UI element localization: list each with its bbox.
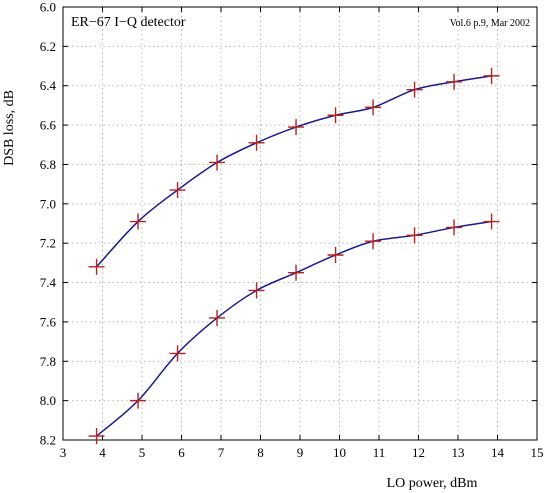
x-tick-label: 10 [333,445,346,460]
x-tick-label: 4 [99,445,106,460]
x-tick-label: 5 [139,445,146,460]
y-tick-label: 8.0 [40,393,56,408]
data-point [209,154,226,171]
y-tick-label: 6.2 [40,39,56,54]
x-axis-label: LO power, dBm [387,476,478,491]
data-point [406,227,423,244]
data-point [209,309,226,326]
x-tick-label: 15 [531,445,544,460]
data-point [169,182,186,199]
data-point [327,246,344,263]
data-point [130,213,147,230]
data-point [446,73,463,90]
data-point [365,99,382,116]
y-tick-label: 6.4 [40,78,57,93]
chart-note: Vol.6 p.9, Mar 2002 [450,18,530,29]
grid [63,7,537,440]
y-tick-label: 7.2 [40,236,56,251]
x-tick-label: 12 [412,445,425,460]
data-point [483,213,500,230]
data-point [446,219,463,236]
y-tick-label: 7.6 [40,314,57,329]
data-point [288,264,305,281]
y-tick-label: 6.6 [40,118,57,133]
y-tick-label: 7.8 [40,354,56,369]
series-2 [88,213,500,445]
series-line [96,75,492,268]
x-tick-label: 9 [297,445,304,460]
chart-title: ER−67 I−Q detector [71,15,186,30]
series-line [96,220,492,437]
data-point [483,67,500,84]
data-point [327,107,344,124]
x-tick-label: 13 [452,445,465,460]
x-tick-label: 3 [60,445,67,460]
series-layer [88,67,500,445]
y-axis-label: DSB loss, dB [2,90,17,166]
x-tick-label: 11 [373,445,386,460]
x-tick-label: 7 [218,445,225,460]
y-tick-label: 7.0 [40,196,56,211]
data-point [169,345,186,362]
x-tick-label: 8 [257,445,264,460]
x-tick-label: 6 [178,445,185,460]
data-point [130,392,147,409]
y-tick-label: 6.8 [40,157,56,172]
data-point [365,233,382,250]
data-point [406,81,423,98]
data-point [88,428,105,445]
data-point [288,119,305,136]
ticks: 3 4 5 6 7 8 9 10 11 12 13 14 15 6.0 6.2 6.4 6.6 6.8 7.0 7.2… [40,0,544,460]
x-tick-label: 14 [491,445,505,460]
y-tick-label: 7.4 [40,275,57,290]
data-point [88,258,105,275]
y-tick-label: 6.0 [40,0,56,15]
data-point [248,134,265,151]
data-point [248,282,265,299]
y-tick-label: 8.2 [40,433,56,448]
series-1 [88,67,500,275]
